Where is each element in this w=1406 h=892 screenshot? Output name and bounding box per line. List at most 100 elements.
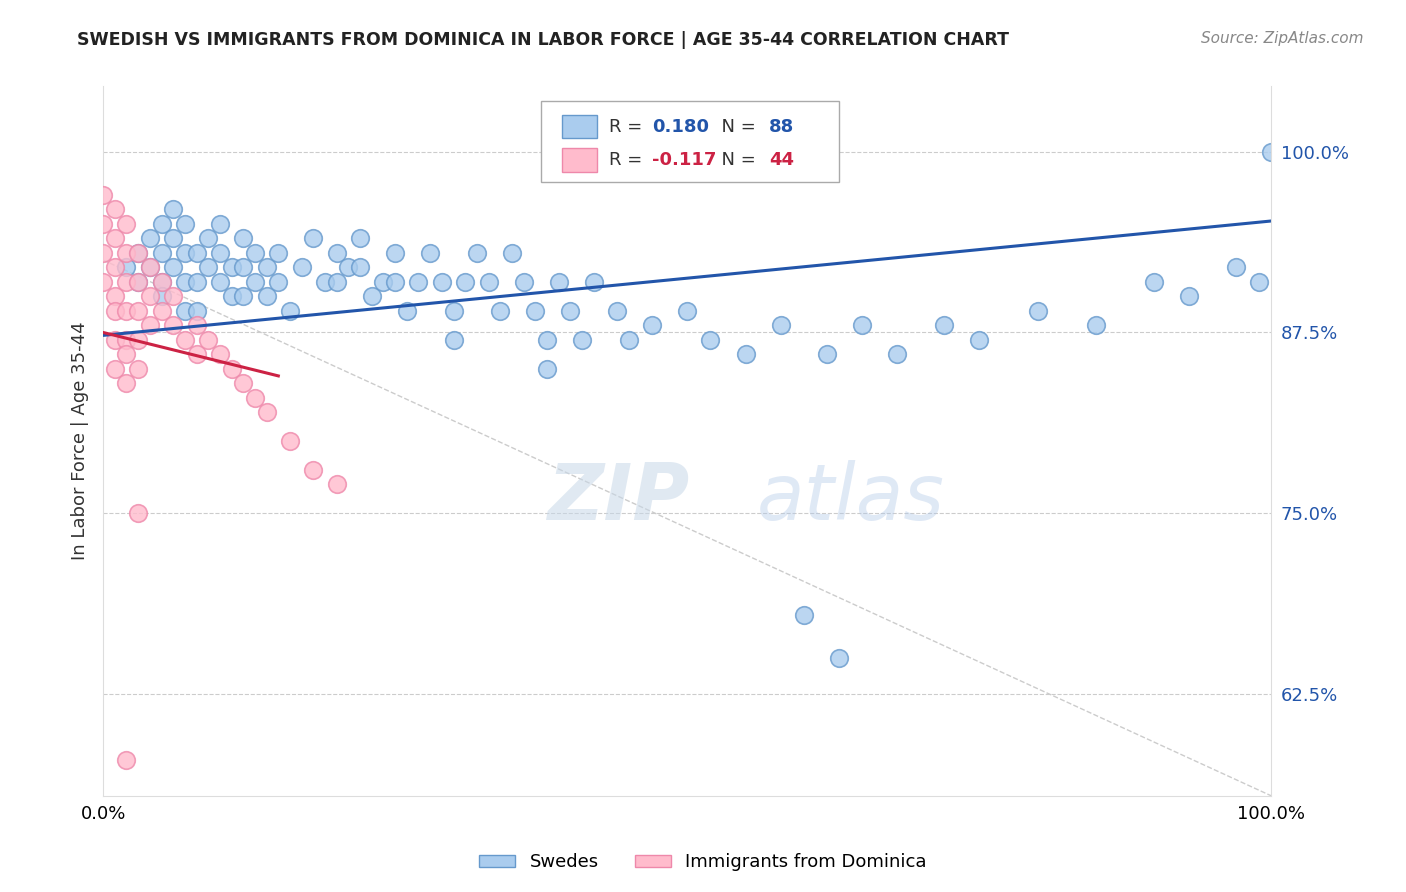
Point	[186, 275, 208, 289]
Point	[477, 275, 499, 289]
Point	[1260, 145, 1282, 159]
Point	[314, 275, 336, 289]
Point	[221, 260, 243, 275]
Text: R =: R =	[609, 118, 648, 136]
Point	[173, 303, 195, 318]
Point	[150, 289, 173, 303]
Point	[641, 318, 664, 333]
Point	[162, 231, 184, 245]
Point	[278, 434, 301, 448]
Point	[349, 260, 371, 275]
Point	[162, 260, 184, 275]
Point	[232, 231, 254, 245]
Point	[186, 303, 208, 318]
Text: ZIP: ZIP	[547, 459, 689, 536]
Point	[232, 376, 254, 391]
Point	[104, 303, 127, 318]
Point	[127, 245, 149, 260]
Point	[325, 245, 347, 260]
Point	[104, 333, 127, 347]
Text: N =: N =	[710, 152, 762, 169]
Point	[91, 245, 114, 260]
Point	[443, 303, 465, 318]
Point	[1026, 303, 1049, 318]
Point	[91, 217, 114, 231]
Point	[208, 347, 231, 361]
Point	[1249, 275, 1271, 289]
Point	[256, 260, 278, 275]
Point	[267, 275, 290, 289]
Point	[524, 303, 547, 318]
Text: N =: N =	[710, 118, 762, 136]
Point	[699, 333, 721, 347]
Point	[104, 260, 127, 275]
Point	[932, 318, 955, 333]
Point	[104, 361, 127, 376]
Point	[815, 347, 838, 361]
Point	[302, 231, 325, 245]
Point	[150, 245, 173, 260]
Point	[115, 376, 138, 391]
Point	[536, 361, 558, 376]
Point	[173, 217, 195, 231]
Point	[127, 303, 149, 318]
Point	[243, 391, 266, 405]
Point	[291, 260, 314, 275]
Point	[139, 289, 162, 303]
Point	[676, 303, 699, 318]
Point	[150, 217, 173, 231]
Point	[186, 318, 208, 333]
Point	[560, 303, 582, 318]
Point	[828, 651, 851, 665]
Point	[115, 347, 138, 361]
Point	[162, 202, 184, 217]
Text: R =: R =	[609, 152, 648, 169]
Point	[267, 245, 290, 260]
Point	[243, 245, 266, 260]
Point	[150, 275, 173, 289]
Point	[360, 289, 382, 303]
Point	[793, 607, 815, 622]
Point	[127, 275, 149, 289]
Point	[173, 245, 195, 260]
Point	[104, 231, 127, 245]
Point	[349, 231, 371, 245]
Point	[384, 245, 406, 260]
Point	[104, 289, 127, 303]
Text: -0.117: -0.117	[652, 152, 717, 169]
Point	[115, 245, 138, 260]
Point	[208, 245, 231, 260]
Point	[302, 463, 325, 477]
Point	[162, 318, 184, 333]
Point	[197, 260, 219, 275]
Point	[115, 753, 138, 767]
Point	[489, 303, 512, 318]
Point	[208, 217, 231, 231]
Point	[430, 275, 453, 289]
Point	[173, 333, 195, 347]
Point	[232, 289, 254, 303]
FancyBboxPatch shape	[541, 101, 839, 182]
Point	[221, 289, 243, 303]
Point	[384, 275, 406, 289]
Text: 88: 88	[769, 118, 794, 136]
Text: 0.180: 0.180	[652, 118, 709, 136]
Point	[150, 303, 173, 318]
Point	[512, 275, 534, 289]
Point	[734, 347, 756, 361]
Point	[582, 275, 605, 289]
Point	[256, 289, 278, 303]
Point	[127, 361, 149, 376]
Point	[373, 275, 395, 289]
Point	[256, 405, 278, 419]
Text: Source: ZipAtlas.com: Source: ZipAtlas.com	[1201, 31, 1364, 46]
Point	[571, 333, 593, 347]
Point	[465, 245, 488, 260]
Point	[115, 333, 138, 347]
Text: atlas: atlas	[758, 459, 945, 536]
Point	[325, 275, 347, 289]
Point	[162, 289, 184, 303]
Point	[115, 275, 138, 289]
Point	[232, 260, 254, 275]
Point	[419, 245, 441, 260]
